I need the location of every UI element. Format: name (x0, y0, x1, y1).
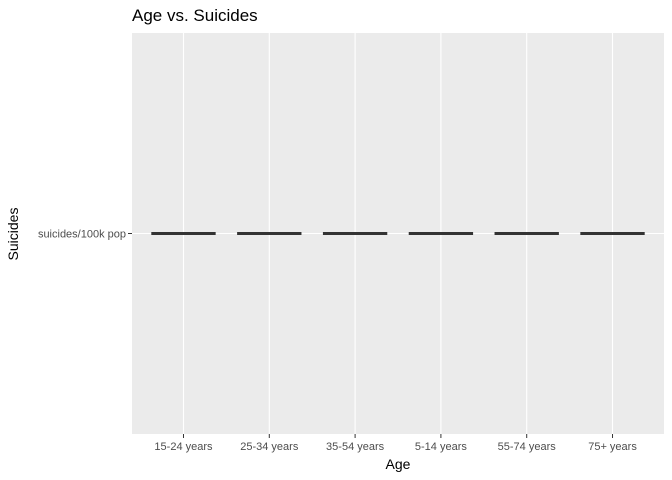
y-tick-label: suicides/100k pop (38, 229, 126, 241)
x-axis-label: Age (386, 456, 411, 472)
x-ticks-layer: 15-24 years 25-34 years 35-54 years 5-14 ye… (154, 434, 637, 453)
y-axis-label: Suicides (5, 208, 21, 261)
x-tick-label: 35-54 years (326, 441, 385, 453)
chart-title: Age vs. Suicides (132, 6, 258, 25)
x-tick-label: 25-34 years (240, 441, 299, 453)
y-ticks-layer: suicides/100k pop (38, 229, 132, 241)
x-tick-label: 55-74 years (498, 441, 557, 453)
x-tick-label: 75+ years (588, 441, 637, 453)
x-tick-label: 15-24 years (154, 441, 213, 453)
x-tick-label: 5-14 years (415, 441, 467, 453)
